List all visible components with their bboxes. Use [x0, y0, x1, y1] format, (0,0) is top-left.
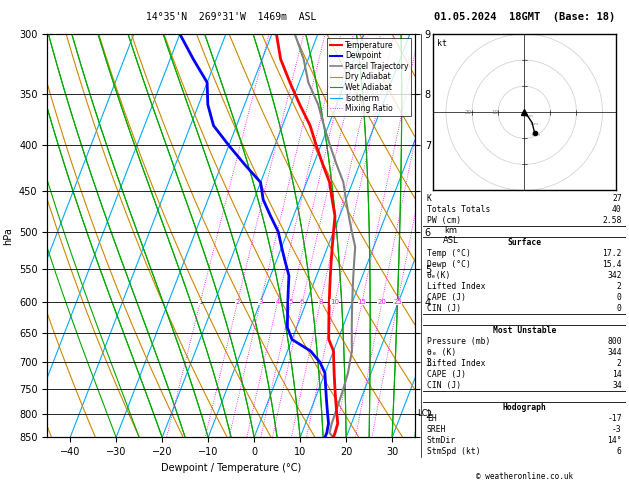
Text: © weatheronline.co.uk: © weatheronline.co.uk — [476, 472, 573, 481]
Text: 2: 2 — [235, 299, 240, 306]
Text: CAPE (J): CAPE (J) — [426, 293, 465, 302]
Text: 342: 342 — [607, 271, 622, 280]
Text: Dewp (°C): Dewp (°C) — [426, 260, 470, 269]
Text: kt: kt — [437, 39, 447, 48]
Text: StmDir: StmDir — [426, 436, 456, 445]
Text: 14: 14 — [612, 370, 622, 379]
Text: 3km: 3km — [530, 122, 538, 126]
Text: θₑ(K): θₑ(K) — [426, 271, 451, 280]
Text: 01.05.2024  18GMT  (Base: 18): 01.05.2024 18GMT (Base: 18) — [433, 12, 615, 22]
Text: sfc: sfc — [521, 112, 528, 116]
Text: StmSpd (kt): StmSpd (kt) — [426, 447, 481, 456]
Text: Totals Totals: Totals Totals — [426, 205, 490, 214]
X-axis label: Dewpoint / Temperature (°C): Dewpoint / Temperature (°C) — [161, 463, 301, 473]
Text: -3: -3 — [612, 425, 622, 434]
Text: LCL: LCL — [418, 409, 433, 418]
Legend: Temperature, Dewpoint, Parcel Trajectory, Dry Adiabat, Wet Adiabat, Isotherm, Mi: Temperature, Dewpoint, Parcel Trajectory… — [327, 38, 411, 116]
Text: 14°: 14° — [607, 436, 622, 445]
Text: θₑ (K): θₑ (K) — [426, 348, 456, 357]
Text: 10: 10 — [330, 299, 340, 306]
Text: 27: 27 — [612, 194, 622, 203]
Text: 14°35'N  269°31'W  1469m  ASL: 14°35'N 269°31'W 1469m ASL — [146, 12, 316, 22]
Text: CAPE (J): CAPE (J) — [426, 370, 465, 379]
Text: 8: 8 — [318, 299, 323, 306]
Text: 34: 34 — [612, 381, 622, 390]
Text: 25: 25 — [393, 299, 402, 306]
Text: 2.58: 2.58 — [603, 216, 622, 225]
Text: 4: 4 — [276, 299, 280, 306]
Text: PW (cm): PW (cm) — [426, 216, 461, 225]
Text: 15.4: 15.4 — [603, 260, 622, 269]
Text: 2: 2 — [617, 359, 622, 368]
Text: 10: 10 — [491, 110, 498, 115]
Text: 15: 15 — [357, 299, 367, 306]
Text: SREH: SREH — [426, 425, 446, 434]
Text: 2: 2 — [617, 282, 622, 291]
Text: Temp (°C): Temp (°C) — [426, 249, 470, 258]
Text: 20: 20 — [377, 299, 386, 306]
Text: 344: 344 — [607, 348, 622, 357]
Text: 0: 0 — [617, 293, 622, 302]
Text: -17: -17 — [607, 414, 622, 423]
Text: 40: 40 — [612, 205, 622, 214]
Text: 5: 5 — [289, 299, 293, 306]
Text: 6: 6 — [300, 299, 304, 306]
Text: 800: 800 — [607, 337, 622, 346]
Y-axis label: km
ASL: km ASL — [443, 226, 459, 245]
Text: CIN (J): CIN (J) — [426, 381, 461, 390]
Text: CIN (J): CIN (J) — [426, 304, 461, 313]
Text: 3: 3 — [259, 299, 263, 306]
Text: 1: 1 — [198, 299, 203, 306]
Text: Surface: Surface — [507, 238, 542, 247]
Text: Lifted Index: Lifted Index — [426, 359, 485, 368]
Text: Pressure (mb): Pressure (mb) — [426, 337, 490, 346]
Text: K: K — [426, 194, 431, 203]
Text: 20: 20 — [465, 110, 472, 115]
Text: Hodograph: Hodograph — [503, 403, 546, 412]
Text: 6: 6 — [617, 447, 622, 456]
Text: Most Unstable: Most Unstable — [493, 326, 556, 335]
Y-axis label: hPa: hPa — [3, 227, 13, 244]
Text: 0: 0 — [617, 304, 622, 313]
Text: 17.2: 17.2 — [603, 249, 622, 258]
Text: 1km: 1km — [525, 115, 533, 119]
Text: 6km: 6km — [532, 133, 541, 137]
Text: Lifted Index: Lifted Index — [426, 282, 485, 291]
Text: EH: EH — [426, 414, 437, 423]
